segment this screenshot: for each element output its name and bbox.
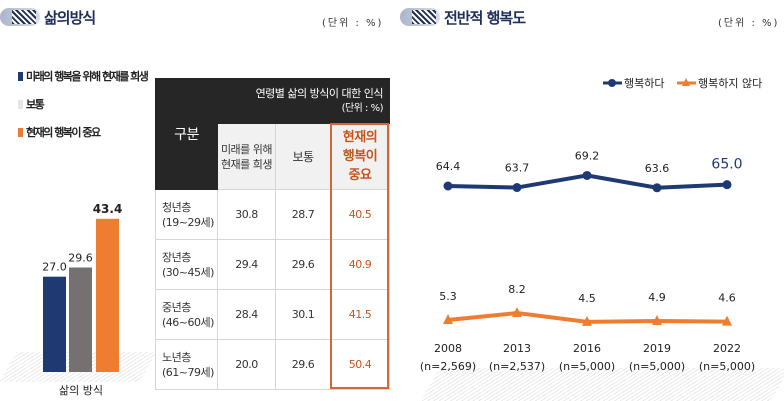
data-label: 65.0 [711,157,742,173]
left-title: 삶의방식 [44,9,96,27]
bar-legend: 미래의 행복을 위해 현재를 희생 보통 현재의 행복이 중요 [18,68,149,140]
x-tick-label: 2016 [573,342,601,355]
data-point [443,314,453,324]
legend-swatch [18,99,23,109]
data-point [582,170,592,180]
x-tick-sample: (n=2,537) [489,360,545,373]
legend-swatch [18,71,23,81]
table-cell: 30.8 [217,189,276,240]
legend-label: 보통 [26,98,45,111]
row-label: 노년층 (61~79세) [155,339,218,390]
data-point [652,314,662,325]
bar-value-label: 43.4 [93,202,123,216]
row-ages: (19~29세) [162,215,214,229]
table-cell: 28.4 [217,289,276,340]
bar [69,267,92,372]
table-cell: 29.4 [217,239,276,290]
x-tick-label: 삶의 방식 [59,384,103,397]
legend-label: 미래의 행복을 위해 현재를 희생 [26,70,149,83]
x-tick-sample: (n=5,000) [629,360,685,373]
data-point [582,315,592,326]
data-point [652,183,662,193]
row-group: 장년층 [162,250,191,264]
table-cell: 28.7 [275,189,331,240]
table-cell: 40.5 [330,189,390,240]
legend-item-present: 현재의 행복이 중요 [18,124,147,140]
data-label: 64.4 [436,160,461,173]
legend-label-unhappy: 행복하지 않다 [698,76,762,90]
col-header: 미래를 위해 현재를 희생 [217,123,276,190]
right-unit: (단위 : %) [718,18,780,29]
bar-value-label: 27.0 [42,261,67,274]
x-tick-sample: (n=5,000) [559,360,615,373]
x-tick-label: 2019 [643,342,671,355]
x-tick-label: 2013 [503,342,531,355]
table-row: 장년층 (30~45세) 29.4 29.6 40.9 [155,239,390,290]
table-row: 청년층 (19~29세) 30.8 28.7 40.5 [155,189,390,240]
data-label: 5.3 [439,290,457,303]
table-cell: 30.1 [275,289,331,340]
table-cell: 50.4 [330,339,390,390]
data-label: 69.2 [575,149,600,162]
legend-swatch [18,127,23,137]
legend-item-sacrifice: 미래의 행복을 위해 현재를 희생 [18,68,149,84]
data-point [722,315,732,326]
table-row: 중년층 (46~60세) 28.4 30.1 41.5 [155,289,390,340]
table-title-cell: 연령별 삶의 방식이 대한 인식 (단위 : %) [217,78,390,124]
data-label: 8.2 [508,283,526,296]
row-group: 중년층 [162,300,191,314]
data-label: 4.6 [718,292,736,305]
row-ages: (61~79세) [162,365,214,379]
legend-item-normal: 보통 [18,96,147,112]
bar [43,276,66,372]
col-header-highlight: 현재의 행복이 중요 [330,123,390,190]
data-point [443,181,453,191]
bar-value-label: 29.6 [68,252,93,265]
table-cell: 40.9 [330,239,390,290]
table-cell: 29.6 [275,339,331,390]
table-cell: 41.5 [330,289,390,340]
legend-label: 현재의 행복이 중요 [26,126,101,139]
row-label: 중년층 (46~60세) [155,289,218,340]
x-tick-label: 2022 [713,342,741,355]
section-badge-icon [0,8,40,26]
legend-marker-unhappy [682,78,690,86]
right-title: 전반적 행복도 [444,9,526,27]
data-point [722,180,732,190]
data-label: 4.5 [578,292,596,305]
row-header: 구분 [155,78,218,190]
table-title: 연령별 삶의 방식이 대한 인식 [255,87,384,100]
x-tick-label: 2008 [434,342,462,355]
legend-marker-happy [608,79,616,87]
data-label: 4.9 [648,291,666,304]
row-ages: (46~60세) [162,315,214,329]
x-tick-sample: (n=2,569) [420,360,476,373]
col-header: 보통 [275,123,331,190]
line-chart: 64.4 63.7 69.2 63.6 65.0 5.3 8.2 4.5 4.9 4.6 2008 (… [420,76,762,373]
left-unit: (단위 : %) [322,18,384,29]
age-table: 구분 연령별 삶의 방식이 대한 인식 (단위 : %) 미래를 위해 현재를 … [155,78,390,390]
x-tick-sample: (n=5,000) [699,360,755,373]
row-ages: (30~45세) [162,265,214,279]
table-unit: (단위 : %) [341,103,384,114]
table-row: 노년층 (61~79세) 20.0 29.6 50.4 [155,339,390,390]
table-cell: 29.6 [275,239,331,290]
legend-label-happy: 행복하다 [624,76,664,90]
section-badge-icon [400,8,440,26]
data-label: 63.7 [505,162,530,175]
data-label: 63.6 [645,162,670,175]
row-group: 청년층 [162,200,191,214]
row-label: 장년층 (30~45세) [155,239,218,290]
table-cell: 20.0 [217,339,276,390]
data-point [512,307,522,318]
data-point [512,183,522,193]
row-label: 청년층 (19~29세) [155,189,218,240]
bar [96,218,119,372]
bar-chart: 27.029.6 43.4 삶의 방식 [42,202,123,397]
row-group: 노년층 [162,350,191,364]
